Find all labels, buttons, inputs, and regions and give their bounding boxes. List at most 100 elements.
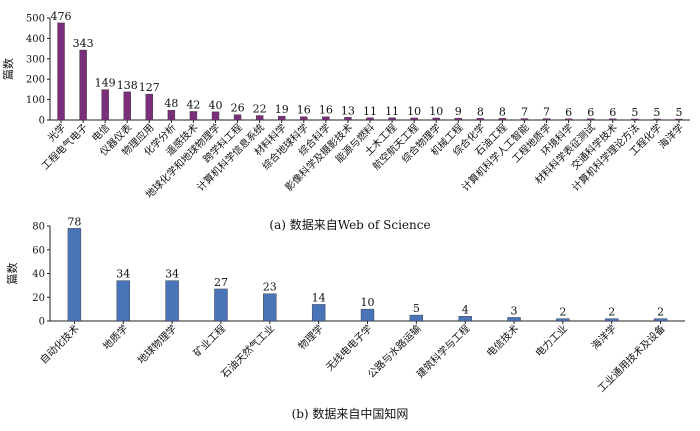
y-axis-label: 篇数 xyxy=(1,58,15,80)
value-label: 149 xyxy=(95,77,116,90)
value-label: 7 xyxy=(543,106,550,119)
bar xyxy=(165,280,179,322)
y-tick-label: 500 xyxy=(26,14,45,25)
y-tick-label: 20 xyxy=(32,293,45,304)
bar xyxy=(57,22,65,121)
bar xyxy=(520,118,529,121)
bar xyxy=(410,117,418,121)
bar xyxy=(189,111,198,121)
bar xyxy=(101,89,109,121)
category-label: 海洋学 xyxy=(656,121,686,151)
value-label: 5 xyxy=(675,106,682,119)
bar xyxy=(344,117,352,121)
bar xyxy=(605,318,619,322)
bar xyxy=(556,318,570,322)
bar xyxy=(145,93,154,121)
y-tick-label: 60 xyxy=(32,245,45,256)
category-label: 矿业工程 xyxy=(191,322,228,359)
category-label: 海洋学 xyxy=(588,322,618,352)
value-label: 16 xyxy=(297,104,311,117)
category-label: 电信技术 xyxy=(484,322,521,359)
value-label: 16 xyxy=(319,104,333,117)
value-label: 343 xyxy=(73,37,94,50)
value-label: 10 xyxy=(407,105,421,118)
bar xyxy=(366,117,374,121)
bar xyxy=(498,118,507,121)
bar xyxy=(476,118,485,121)
value-label: 5 xyxy=(631,106,638,119)
value-label: 11 xyxy=(363,105,377,118)
bar xyxy=(255,115,264,121)
value-label: 5 xyxy=(653,106,660,119)
value-label: 9 xyxy=(455,105,462,118)
y-tick-label: 80 xyxy=(32,222,45,233)
y-tick-label: 0 xyxy=(39,116,45,127)
value-label: 78 xyxy=(67,215,81,228)
chart-b-caption: (b) 数据来自中国知网 xyxy=(292,406,409,421)
value-label: 5 xyxy=(413,302,420,315)
bar xyxy=(123,91,131,121)
bar xyxy=(542,118,551,121)
value-label: 2 xyxy=(657,306,664,319)
bar xyxy=(653,118,661,121)
bar xyxy=(409,314,424,322)
bar xyxy=(278,115,286,121)
y-tick-label: 300 xyxy=(26,54,45,65)
value-label: 42 xyxy=(186,98,200,111)
bar xyxy=(432,117,440,121)
value-label: 3 xyxy=(511,304,518,317)
chart-a: 0100200300400500篇数476光学343工程电气电子149电信138… xyxy=(1,10,690,201)
value-label: 40 xyxy=(209,99,223,112)
bar xyxy=(458,316,472,322)
bar xyxy=(214,288,228,322)
y-tick-label: 200 xyxy=(26,75,45,86)
category-label: 自动化技术 xyxy=(37,322,82,367)
value-label: 27 xyxy=(214,276,228,289)
value-label: 26 xyxy=(231,102,245,115)
value-label: 10 xyxy=(361,296,375,309)
chart-b: 020406080篇数78自动化技术34地质学34地球物理学27矿业工程23石油… xyxy=(5,215,685,395)
value-label: 34 xyxy=(116,268,130,281)
y-tick-label: 100 xyxy=(26,95,45,106)
bar xyxy=(211,111,220,121)
category-label: 地质学 xyxy=(100,322,130,352)
bar xyxy=(653,318,668,322)
value-label: 11 xyxy=(385,105,399,118)
bar xyxy=(564,118,573,121)
bar xyxy=(388,117,396,121)
bar xyxy=(675,118,683,121)
category-label: 地球物理学 xyxy=(135,322,180,367)
value-label: 10 xyxy=(429,105,443,118)
value-label: 34 xyxy=(165,268,179,281)
value-label: 19 xyxy=(275,103,289,116)
value-label: 22 xyxy=(253,103,267,116)
value-label: 48 xyxy=(164,97,178,110)
value-label: 2 xyxy=(559,306,566,319)
bar xyxy=(609,118,617,121)
bar xyxy=(322,116,330,121)
bar xyxy=(233,114,242,121)
chart-a-caption: (a) 数据来自Web of Science xyxy=(269,217,430,232)
category-label: 无线电电子学 xyxy=(323,322,375,374)
value-label: 476 xyxy=(51,10,72,23)
value-label: 6 xyxy=(587,106,594,119)
bar xyxy=(67,228,82,322)
bar xyxy=(116,280,130,322)
bar xyxy=(454,117,462,121)
category-label: 物理学 xyxy=(295,322,325,352)
value-label: 13 xyxy=(341,104,355,117)
bar xyxy=(263,293,277,322)
value-label: 6 xyxy=(609,106,616,119)
value-label: 127 xyxy=(139,81,160,94)
bar xyxy=(79,49,87,121)
value-label: 7 xyxy=(521,106,528,119)
value-label: 23 xyxy=(263,281,277,294)
bar xyxy=(167,110,176,121)
value-label: 4 xyxy=(462,303,469,316)
y-tick-label: 0 xyxy=(39,317,45,328)
bar xyxy=(586,118,595,121)
bar xyxy=(360,308,375,322)
value-label: 6 xyxy=(565,106,572,119)
y-axis-label: 篇数 xyxy=(5,263,19,285)
bar xyxy=(300,116,308,121)
